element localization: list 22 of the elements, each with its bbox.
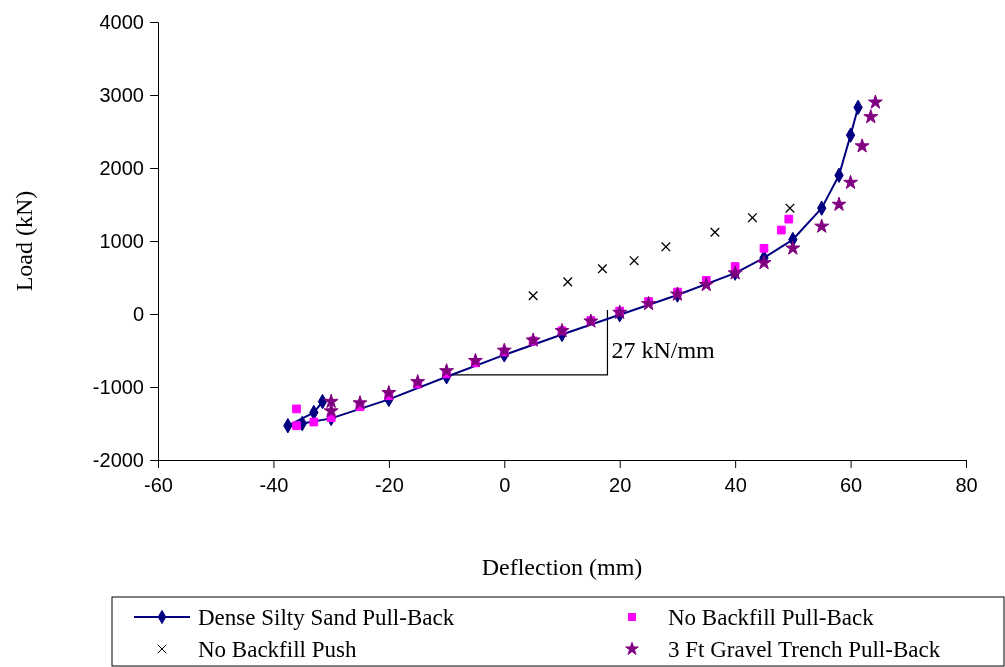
- x-tick-label: 80: [955, 474, 978, 497]
- legend-label: No Backfill Push: [198, 637, 357, 662]
- y-tick-label: 0: [132, 302, 144, 325]
- y-tick-label: 3000: [99, 83, 144, 106]
- x-tick-label: 60: [839, 474, 863, 497]
- x-tick-label: -20: [374, 474, 404, 497]
- x-axis-title: Deflection (mm): [481, 554, 643, 580]
- y-axis-title: Load (kN): [11, 190, 37, 292]
- y-tick-label: -1000: [92, 375, 144, 398]
- legend-label: 3 Ft Gravel Trench Pull-Back: [668, 637, 941, 662]
- x-tick-label: 40: [724, 474, 747, 497]
- legend-label: No Backfill Pull-Back: [668, 605, 875, 630]
- x-tick-label: -40: [259, 474, 289, 497]
- legend-label: Dense Silty Sand Pull-Back: [198, 605, 455, 630]
- annotation: 27 kN/mm: [611, 336, 716, 363]
- y-tick-label: 2000: [99, 156, 144, 179]
- x-tick-label: 20: [609, 474, 632, 497]
- y-tick-label: 1000: [99, 229, 144, 252]
- x-tick-label: -60: [144, 474, 173, 497]
- y-tick-label: 4000: [99, 10, 144, 33]
- y-tick-label: -2000: [92, 448, 144, 471]
- x-tick-label: 0: [499, 474, 511, 497]
